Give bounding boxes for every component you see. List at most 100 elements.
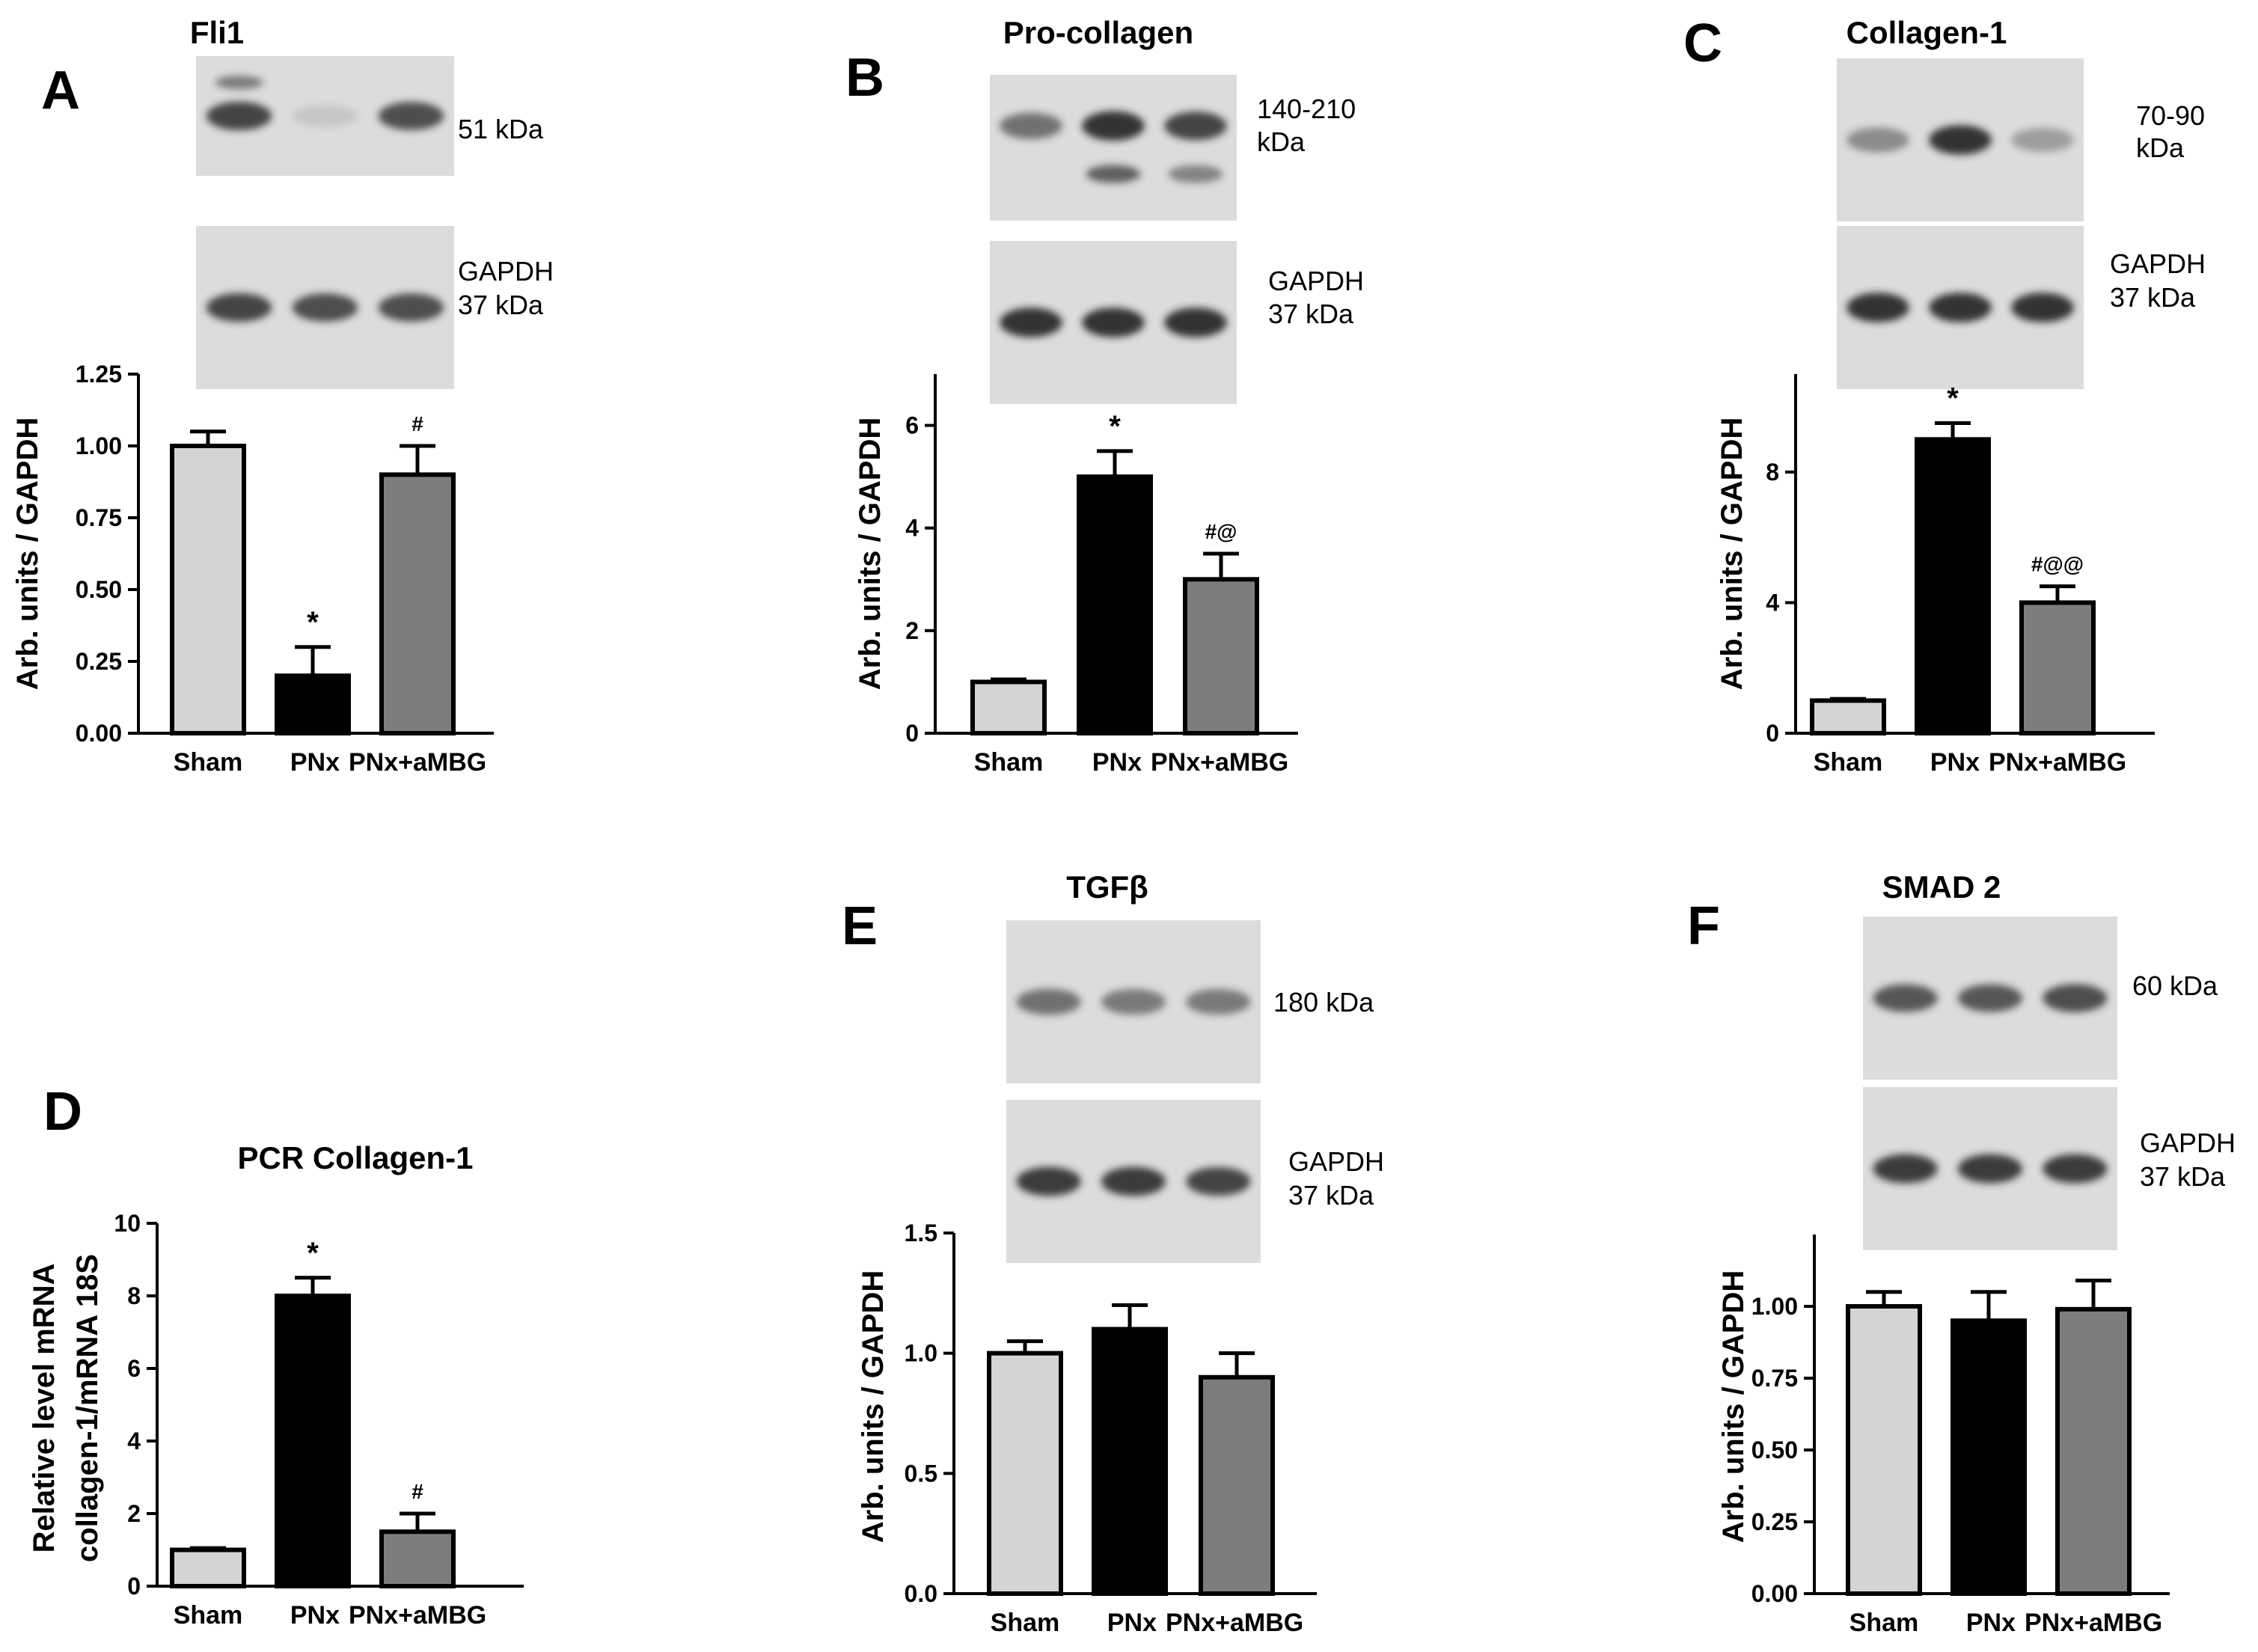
bar-pnx [275, 1294, 351, 1588]
blot-band [1164, 111, 1227, 141]
western-blot [990, 75, 1237, 221]
blot-label: 70-90 [2136, 100, 2205, 131]
blot-band [292, 105, 358, 127]
bar-pnx-ambg [2055, 1306, 2132, 1596]
blot-label: 37 kDa [1288, 1180, 1374, 1211]
blot-band [1101, 1166, 1166, 1196]
blot-label: GAPDH [2140, 1128, 2236, 1158]
blot-band [206, 293, 272, 322]
significance-marker: * [1947, 382, 1959, 414]
blot-label: 37 kDa [2140, 1161, 2226, 1192]
blot-label: 37 kDa [1268, 299, 1354, 329]
blot-label: 180 kDa [1273, 987, 1374, 1018]
significance-marker: * [307, 1237, 319, 1270]
panel-title: Collagen-1 [1847, 15, 2007, 50]
y-tick-label: 0.5 [905, 1460, 937, 1487]
blot-band [1847, 293, 1909, 322]
blot-band [1957, 1154, 2023, 1184]
panel-letter: E [842, 896, 878, 956]
y-tick-label: 0 [905, 720, 919, 747]
x-category-label: Sham [174, 1601, 243, 1630]
blot-label: GAPDH [1288, 1146, 1384, 1177]
western-blot [1006, 920, 1261, 1083]
blot-band [378, 102, 444, 130]
bar-pnx [1915, 437, 1991, 735]
blot-background [990, 75, 1237, 221]
blot-label: 51 kDa [458, 114, 544, 144]
x-category-label: Sham [1849, 1609, 1919, 1637]
bar-sham [1810, 698, 1886, 736]
blot-label: kDa [2136, 132, 2185, 163]
panel-title: SMAD 2 [1882, 869, 2001, 905]
blot-band [1929, 125, 1992, 155]
y-tick-label: 0.50 [76, 576, 122, 603]
x-category-label: PNx+aMBG [1989, 748, 2126, 777]
panel-letter: D [43, 1082, 82, 1142]
blot-label: 60 kDa [2132, 970, 2218, 1001]
x-category-label: Sham [991, 1609, 1060, 1637]
blot-band [2043, 984, 2108, 1012]
blot-band [292, 293, 358, 322]
y-tick-label: 1.25 [76, 361, 122, 388]
significance-marker: # [411, 1480, 423, 1503]
y-tick-label: 8 [127, 1282, 141, 1309]
x-category-label: PNx+aMBG [349, 748, 486, 777]
panel-letter: B [845, 48, 884, 108]
x-category-label: Sham [1814, 748, 1883, 777]
y-tick-label: 1.00 [1751, 1293, 1798, 1320]
x-category-label: Sham [174, 748, 243, 777]
significance-marker: #@ [1205, 520, 1237, 543]
bar-sham [987, 1350, 1063, 1596]
blot-band [1086, 165, 1141, 183]
bar-pnx [1950, 1318, 2027, 1596]
y-tick-label: 0.00 [1751, 1580, 1798, 1607]
blot-band [2011, 293, 2074, 322]
y-tick-label: 1.5 [905, 1220, 937, 1246]
blot-label: kDa [1257, 126, 1306, 157]
y-tick-label: 0.25 [76, 648, 122, 675]
blot-band [206, 101, 272, 131]
y-tick-label: 0 [1766, 720, 1779, 747]
blot-band [215, 76, 263, 90]
blot-band [1186, 1166, 1251, 1196]
y-axis-label: Arb. units / GAPDH [11, 417, 44, 690]
x-category-label: PNx+aMBG [1151, 748, 1288, 777]
blot-band [2011, 127, 2074, 153]
blot-band [1101, 988, 1166, 1015]
blot-band [1016, 1166, 1081, 1196]
bar-sham [970, 679, 1047, 736]
blot-band [1000, 308, 1062, 337]
x-category-label: PNx+aMBG [1166, 1609, 1303, 1637]
significance-marker: * [1109, 410, 1121, 443]
bar-sham [170, 1547, 246, 1588]
y-axis-label: Arb. units / GAPDH [1717, 1270, 1750, 1543]
blot-label: 140-210 [1257, 94, 1356, 124]
x-category-label: PNx [1092, 748, 1142, 777]
blot-band [1873, 984, 1938, 1012]
significance-marker: #@@ [2031, 553, 2084, 576]
y-tick-label: 10 [114, 1210, 141, 1237]
western-blot [196, 226, 454, 389]
y-tick-label: 0.00 [76, 720, 122, 747]
western-blot [1837, 58, 2084, 221]
y-axis-label: Arb. units / GAPDH [857, 1270, 890, 1543]
x-category-label: PNx [1966, 1609, 2016, 1637]
x-category-label: PNx+aMBG [349, 1601, 486, 1630]
bar-pnx-ambg [2019, 600, 2096, 735]
blot-label: 37 kDa [2110, 282, 2196, 313]
blot-band [1847, 127, 1909, 153]
blot-label: GAPDH [1268, 266, 1364, 296]
panel-d: D PCR Collagen-1 0 2 4 6 8 10 Relative level mRN… [28, 1082, 524, 1630]
y-axis-label: Relative level mRNA [28, 1264, 61, 1553]
blot-band [378, 293, 444, 322]
blot-band [1082, 308, 1145, 337]
western-blot [196, 56, 454, 176]
panel-title: TGFβ [1066, 869, 1148, 905]
significance-marker: * [307, 606, 319, 639]
x-category-label: Sham [974, 748, 1044, 777]
